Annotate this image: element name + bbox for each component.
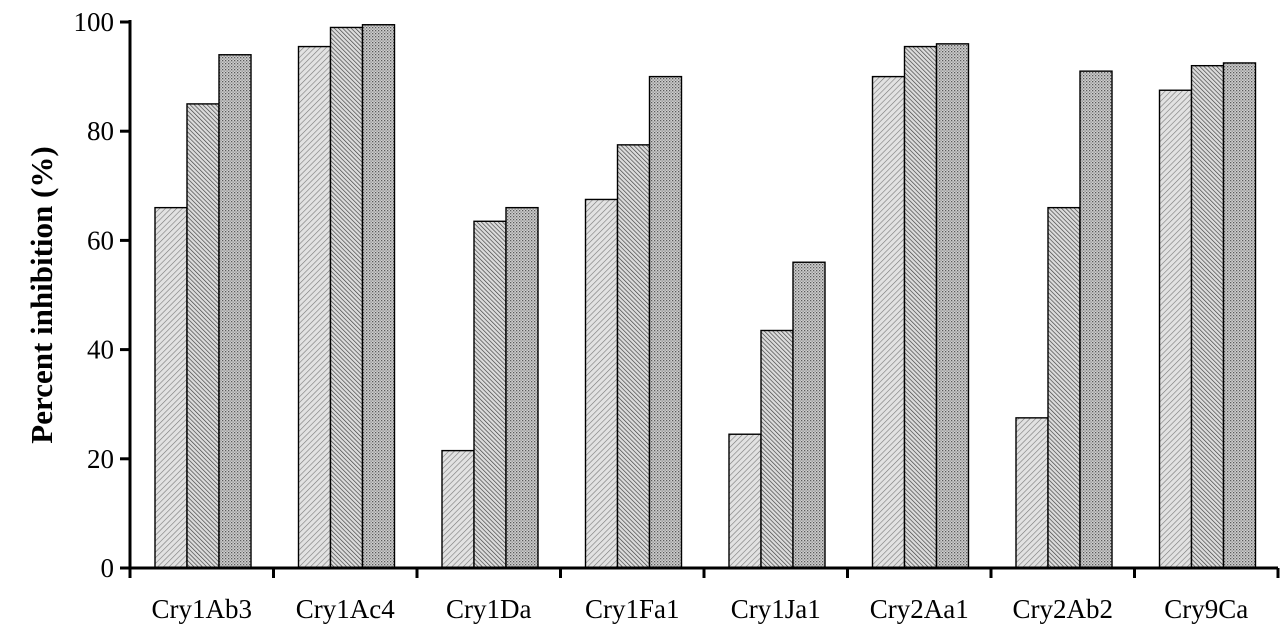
y-ticks-group: 0 20 40 60 80 100 <box>74 7 130 583</box>
bar-cry1ab3-series-3 <box>218 54 252 569</box>
bar-cry2aa1-series-1 <box>871 75 906 569</box>
bar-cry1da-series-1 <box>441 449 475 569</box>
bar-cry9ca-series-2 <box>1190 64 1225 569</box>
bar-cry9ca-series-3 <box>1222 62 1257 569</box>
bar-cry2aa1-series-2 <box>903 45 938 569</box>
bar-cry1ab3-series-1 <box>154 206 188 569</box>
y-tick-label-100: 100 <box>74 7 115 37</box>
bar-cry2aa1-series-3 <box>935 43 970 569</box>
x-tick-label-cry2aa1: Cry2Aa1 <box>870 594 969 624</box>
bar-cry2ab2-series-2 <box>1047 206 1081 569</box>
y-tick-label-40: 40 <box>87 335 114 365</box>
y-tick-label-20: 20 <box>87 444 114 474</box>
x-tick-label-cry1fa1: Cry1Fa1 <box>585 594 680 624</box>
bar-cry1da-series-2 <box>473 220 507 569</box>
bar-cry1fa1-series-3 <box>648 75 683 569</box>
bar-cry1ac4-series-3 <box>361 24 396 569</box>
bar-cry1ac4-series-1 <box>297 45 332 569</box>
bar-cry1ja1-series-2 <box>760 329 794 569</box>
x-tick-label-cry1ab3: Cry1Ab3 <box>152 594 253 624</box>
x-tick-label-cry2ab2: Cry2Ab2 <box>1013 594 1114 624</box>
bar-cry2ab2-series-1 <box>1015 417 1049 569</box>
x-tick-label-cry1ja1: Cry1Ja1 <box>731 594 821 624</box>
y-axis-label-group: Percent inhibition (%) <box>24 146 59 443</box>
bar-cry2ab2-series-3 <box>1079 70 1113 569</box>
bar-cry1ab3-series-2 <box>186 103 220 569</box>
x-tick-label-cry1ac4: Cry1Ac4 <box>296 594 395 624</box>
bars-group <box>154 24 1257 569</box>
y-tick-label-80: 80 <box>87 116 114 146</box>
bar-cry9ca-series-1 <box>1158 89 1193 569</box>
x-tick-label-cry1da: Cry1Da <box>446 594 531 624</box>
bar-cry1fa1-series-2 <box>616 144 651 569</box>
x-tick-label-cry9ca: Cry9Ca <box>1164 594 1248 624</box>
y-tick-label-60: 60 <box>87 225 114 255</box>
bar-cry1ja1-series-3 <box>792 261 826 569</box>
bar-cry1ja1-series-1 <box>728 433 762 569</box>
y-tick-label-0: 0 <box>101 553 115 583</box>
y-axis-label: Percent inhibition (%) <box>24 146 59 443</box>
x-ticks-group: Cry1Ab3 Cry1Ac4 Cry1Da Cry1Fa1 Cry1Ja1 Cry2Aa… <box>128 568 1280 624</box>
bar-cry1da-series-3 <box>505 206 539 569</box>
bar-cry1ac4-series-2 <box>329 26 364 569</box>
bar-cry1fa1-series-1 <box>584 198 619 569</box>
